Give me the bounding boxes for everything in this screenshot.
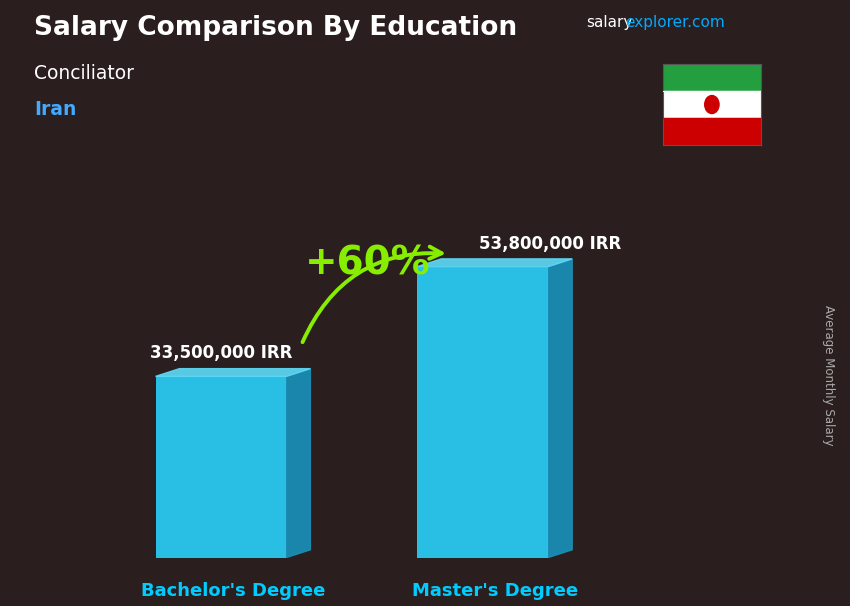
Text: Iran: Iran (34, 100, 76, 119)
Text: Conciliator: Conciliator (34, 64, 134, 82)
Text: Salary Comparison By Education: Salary Comparison By Education (34, 15, 517, 41)
Polygon shape (286, 368, 310, 558)
Text: explorer.com: explorer.com (625, 15, 724, 30)
FancyBboxPatch shape (417, 267, 548, 558)
Bar (663, 91, 761, 118)
FancyArrowPatch shape (303, 247, 442, 342)
Text: Master's Degree: Master's Degree (411, 582, 578, 600)
Text: +60%: +60% (305, 245, 430, 283)
Polygon shape (548, 259, 572, 558)
Text: 53,800,000 IRR: 53,800,000 IRR (479, 235, 621, 253)
Text: 33,500,000 IRR: 33,500,000 IRR (150, 344, 292, 362)
Text: Average Monthly Salary: Average Monthly Salary (822, 305, 836, 446)
Bar (663, 118, 761, 145)
Bar (663, 64, 761, 91)
Text: salary: salary (586, 15, 633, 30)
FancyBboxPatch shape (156, 376, 286, 558)
Text: Bachelor's Degree: Bachelor's Degree (141, 582, 326, 600)
Circle shape (705, 96, 719, 113)
Polygon shape (417, 259, 572, 267)
Polygon shape (156, 368, 310, 376)
